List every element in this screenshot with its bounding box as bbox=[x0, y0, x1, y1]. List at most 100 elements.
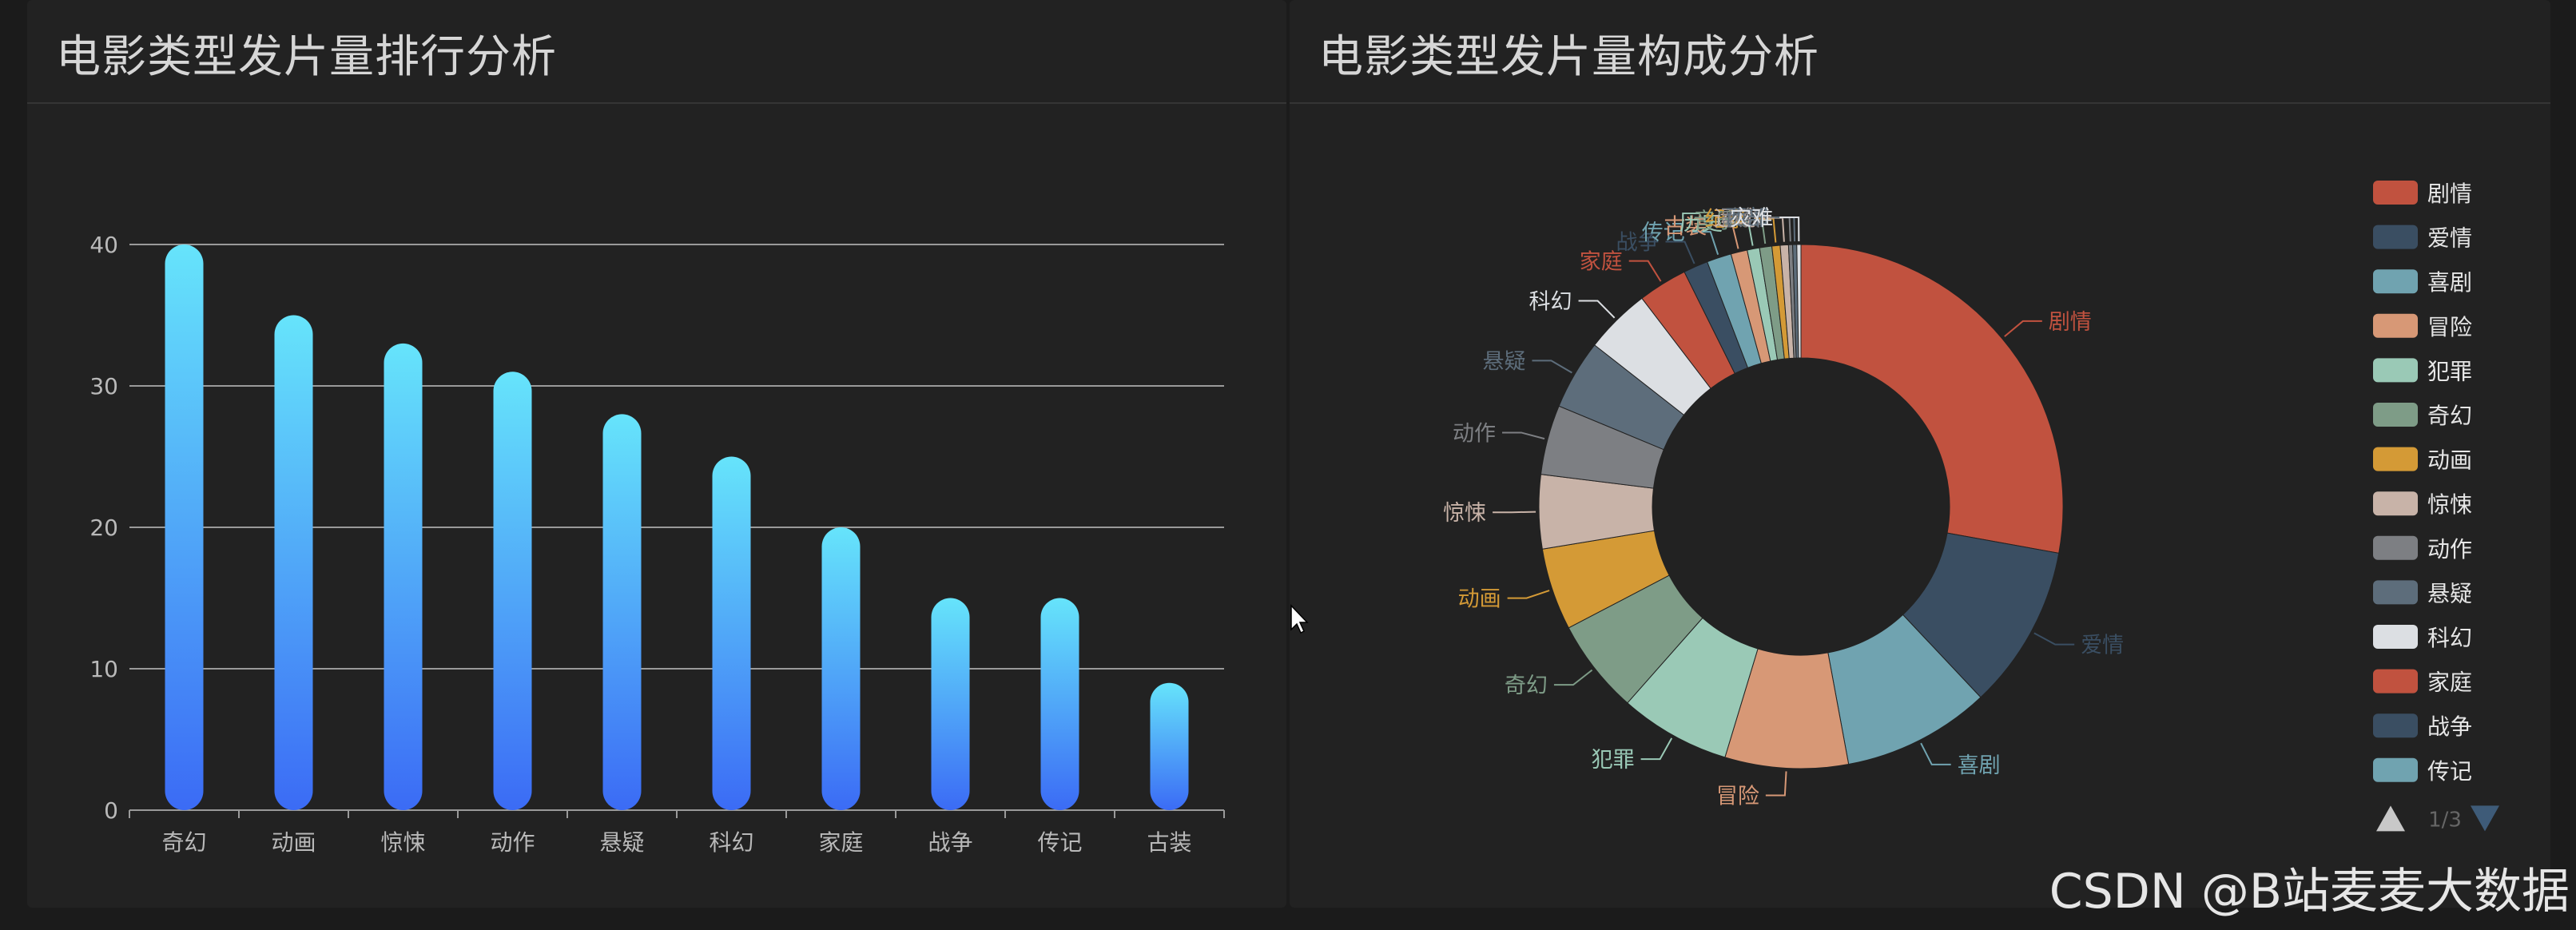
slice-label: 剧情 bbox=[2049, 310, 2092, 335]
x-tick-label: 惊悚 bbox=[380, 829, 425, 856]
bar-chart: 0 10 20 30 40 奇幻 动画 惊悚 动作 悬疑 科幻 家庭 战争 传记 古装 bbox=[89, 232, 1225, 856]
legend-next-page-icon[interactable] bbox=[2471, 805, 2499, 832]
y-tick-label: 0 bbox=[104, 797, 118, 824]
legend-swatch bbox=[2373, 625, 2418, 649]
bar-chart-title: 电影类型发片量排行分析 bbox=[56, 31, 557, 83]
slice-label: 犯罪 bbox=[1592, 748, 1635, 773]
label-leader bbox=[1502, 431, 1545, 440]
slice-label: 灾难 bbox=[1730, 206, 1773, 231]
y-tick-label: 20 bbox=[89, 515, 118, 541]
bar-动作 bbox=[493, 372, 532, 810]
slice-灾难 bbox=[1796, 244, 1802, 359]
title-divider bbox=[27, 102, 1286, 104]
label-leader bbox=[1665, 240, 1695, 264]
legend-swatch bbox=[2373, 403, 2418, 427]
label-leader bbox=[1691, 231, 1719, 255]
legend-label: 动作 bbox=[2427, 536, 2472, 562]
slice-label: 奇幻 bbox=[1505, 674, 1548, 698]
legend-label: 冒险 bbox=[2427, 314, 2472, 340]
x-tick-label: 传记 bbox=[1037, 829, 1082, 856]
bar-古装 bbox=[1150, 682, 1189, 810]
x-tick-label: 战争 bbox=[928, 829, 972, 856]
slice-label: 音乐 bbox=[1693, 209, 1736, 233]
legend-label: 喜剧 bbox=[2427, 269, 2472, 296]
slice-label: 爱情 bbox=[2081, 634, 2124, 658]
slice-label: 运动 bbox=[1714, 207, 1757, 232]
legend-page-info: 1/3 bbox=[2428, 808, 2462, 832]
slice-label: 悬疑 bbox=[1482, 349, 1525, 374]
label-leader bbox=[1493, 511, 1536, 514]
bar-战争 bbox=[931, 598, 970, 810]
legend-prev-page-icon[interactable] bbox=[2376, 805, 2405, 832]
legend-swatch bbox=[2373, 447, 2418, 471]
bar-传记 bbox=[1040, 598, 1079, 810]
legend-swatch bbox=[2373, 580, 2418, 605]
label-leader bbox=[1640, 737, 1673, 761]
legend-swatch bbox=[2373, 225, 2418, 249]
bar-科幻 bbox=[712, 456, 751, 810]
label-leader bbox=[1553, 669, 1593, 686]
slice-label: 古装 bbox=[1664, 214, 1707, 239]
label-leader bbox=[2004, 320, 2042, 337]
bar-chart-panel: 电影类型发片量排行分析 0 10 20 30 40 奇幻 动画 惊悚 动作 悬疑 科幻 家庭 战争 传记 古… bbox=[27, 0, 1286, 908]
slice-label: 喜剧 bbox=[1958, 753, 2001, 778]
legend-swatch bbox=[2373, 181, 2418, 205]
pie-chart-title: 电影类型发片量构成分析 bbox=[1318, 31, 1819, 83]
label-leader bbox=[2033, 632, 2075, 646]
legend-label: 犯罪 bbox=[2427, 358, 2472, 384]
y-tick-label: 40 bbox=[89, 232, 118, 258]
x-tick-label: 家庭 bbox=[818, 829, 863, 856]
slice-label: 歌舞 bbox=[1721, 206, 1764, 231]
label-leader bbox=[1578, 300, 1616, 319]
slice-label: 传记 bbox=[1642, 221, 1685, 245]
legend-label: 传记 bbox=[2427, 758, 2472, 785]
legend-label: 惊悚 bbox=[2427, 491, 2472, 518]
y-tick-label: 10 bbox=[89, 656, 118, 682]
legend-label: 剧情 bbox=[2427, 181, 2472, 207]
slice-label: 动画 bbox=[1458, 587, 1501, 612]
legend-swatch bbox=[2373, 757, 2418, 782]
bar-动画 bbox=[274, 315, 313, 810]
label-leader bbox=[1532, 360, 1572, 374]
watermark: CSDN @B站麦麦大数据 bbox=[2049, 864, 2570, 920]
pie-chart-panel: 电影类型发片量构成分析 剧情 爱情 喜剧 冒险 犯罪 奇幻 动画 惊悚 动作 悬疑 科幻 家庭 战争 传记… bbox=[1290, 0, 2550, 908]
slice-label: 惊悚 bbox=[1443, 501, 1486, 526]
legend-label: 动画 bbox=[2427, 447, 2472, 474]
x-tick-label: 古装 bbox=[1147, 829, 1191, 856]
slice-label: 战争 bbox=[1616, 231, 1660, 256]
slice-label: 动作 bbox=[1453, 421, 1496, 446]
label-leader bbox=[1628, 260, 1662, 282]
title-divider bbox=[1290, 102, 2550, 104]
mouse-cursor-icon bbox=[1290, 604, 1309, 634]
legend-label: 科幻 bbox=[2427, 625, 2472, 651]
bar-奇幻 bbox=[165, 244, 204, 810]
legend-label: 奇幻 bbox=[2427, 403, 2472, 429]
legend-swatch bbox=[2373, 535, 2418, 560]
bar-家庭 bbox=[821, 527, 861, 810]
slice-label: 冒险 bbox=[1716, 784, 1759, 809]
x-tick-label: 科幻 bbox=[709, 829, 753, 856]
slice-label: 纪录 bbox=[1705, 208, 1748, 232]
legend-label: 悬疑 bbox=[2427, 580, 2472, 606]
slice-剧情 bbox=[1800, 244, 2064, 554]
pie-chart: 剧情爱情喜剧冒险犯罪奇幻动画惊悚动作悬疑科幻家庭战争传记古装历史音乐纪录运动歌舞… bbox=[1443, 181, 2499, 832]
slice-label: 西部 bbox=[1725, 206, 1768, 231]
y-tick-label: 30 bbox=[89, 373, 118, 399]
x-tick-label: 奇幻 bbox=[161, 829, 206, 856]
legend-swatch bbox=[2373, 358, 2418, 383]
slice-label: 科幻 bbox=[1529, 290, 1572, 315]
legend-swatch bbox=[2373, 491, 2418, 516]
label-leader bbox=[1743, 219, 1767, 244]
label-leader bbox=[1729, 221, 1754, 246]
label-leader bbox=[1775, 217, 1796, 242]
bar-悬疑 bbox=[602, 414, 642, 810]
slice-label: 历史 bbox=[1680, 211, 1723, 236]
x-tick-label: 动作 bbox=[490, 829, 535, 856]
legend-swatch bbox=[2373, 713, 2418, 738]
slice-label: 家庭 bbox=[1580, 250, 1623, 275]
x-tick-label: 悬疑 bbox=[599, 829, 644, 856]
bar-惊悚 bbox=[384, 343, 423, 810]
legend-swatch bbox=[2373, 313, 2418, 338]
legend-swatch bbox=[2373, 669, 2418, 694]
label-leader bbox=[1507, 590, 1550, 599]
